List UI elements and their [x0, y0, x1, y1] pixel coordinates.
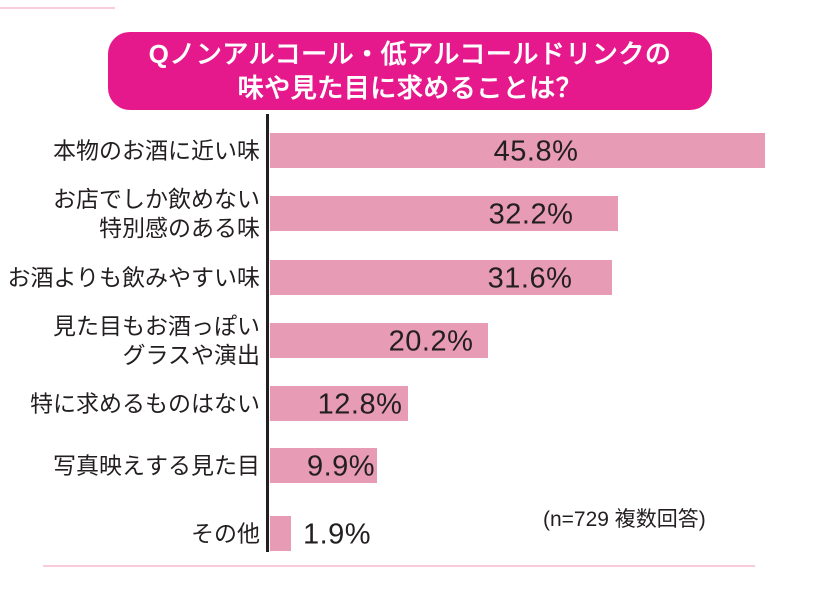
y-axis-line: [266, 114, 269, 552]
value-label: 32.2%: [488, 198, 574, 230]
value-label: 12.8%: [317, 388, 403, 420]
value-label: 20.2%: [388, 325, 474, 357]
value-label: 31.6%: [487, 262, 573, 294]
bar: [270, 196, 618, 231]
bar: [270, 516, 291, 551]
value-label: 45.8%: [493, 135, 579, 167]
chart-title-line1: Qノンアルコール・低アルコールドリンクの: [148, 39, 672, 69]
bar: [270, 386, 408, 421]
chart-title-line2: 味や見た目に求めることは？: [237, 73, 583, 103]
category-label: 写真映えする見た目: [53, 452, 260, 478]
chart-title-banner: Qノンアルコール・低アルコールドリンクの 味や見た目に求めることは？: [108, 32, 712, 110]
category-label: お店でしか飲めない 特別感のある味: [53, 185, 260, 241]
category-label: お酒よりも飲みやすい味: [7, 264, 260, 290]
bar: [270, 260, 612, 295]
category-label: その他: [191, 520, 260, 546]
divider-line-bottom: [43, 565, 755, 567]
divider-line-top: [0, 7, 115, 9]
category-label: 特に求めるものはない: [30, 390, 260, 416]
value-label: 1.9%: [302, 518, 372, 550]
bar: [270, 133, 765, 168]
category-label: 本物のお酒に近い味: [53, 137, 260, 163]
bar: [270, 323, 488, 358]
sample-size-note: (n=729 複数回答): [543, 508, 706, 531]
bar: [270, 448, 377, 483]
value-label: 9.9%: [306, 450, 376, 482]
category-label: 見た目もお酒っぽい グラスや演出: [53, 312, 260, 368]
